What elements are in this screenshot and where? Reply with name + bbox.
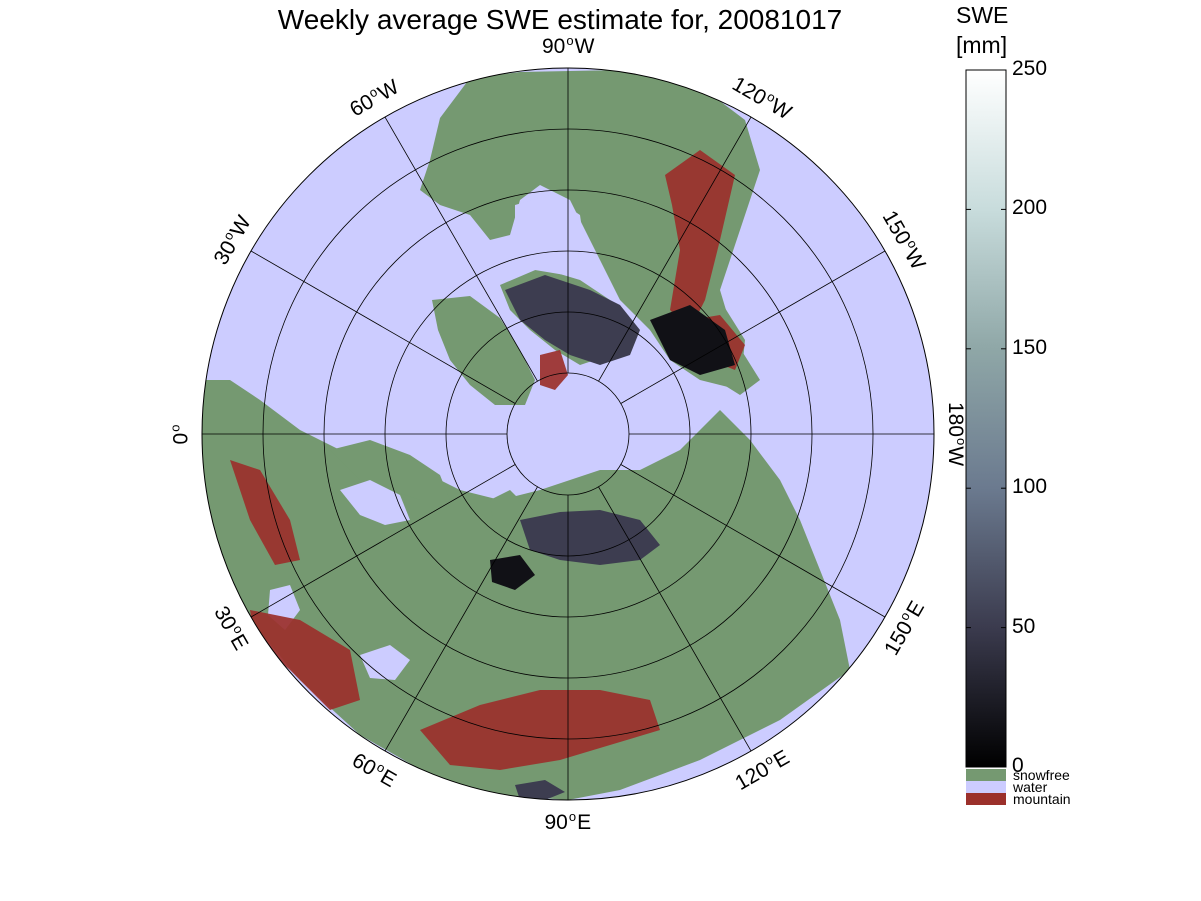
longitude-label: 0o: [166, 424, 192, 445]
land-scandinavia: [330, 440, 450, 500]
colorbar-tick-label: 100: [1012, 475, 1048, 499]
meridian-line: [620, 250, 886, 404]
longitude-label: 90oE: [544, 809, 592, 834]
water-baltic: [340, 480, 410, 525]
longitude-label: 180oW: [944, 401, 970, 467]
mountain-greenland-south: [540, 350, 568, 390]
mountain-himalaya: [420, 690, 660, 770]
snow-siberia: [520, 510, 660, 565]
snow-canadian-arctic: [505, 275, 640, 365]
meridian-line: [598, 116, 752, 382]
colorbar-category-label: mountain: [1013, 791, 1071, 807]
meridian-line: [598, 486, 752, 752]
meridian-line: [620, 464, 886, 618]
colorbar: [965, 69, 1007, 805]
mountain-caucasus: [250, 610, 360, 710]
colorbar-swatch-water: [966, 781, 1006, 793]
colorbar-category-label: water: [1013, 779, 1048, 795]
snow-tibet: [515, 780, 565, 800]
colorbar-tick-label: 0: [1012, 754, 1024, 777]
water-hudson-bay: [515, 195, 585, 275]
map-boundary: [201, 67, 935, 801]
meridian-line: [250, 250, 516, 404]
graticule: [202, 68, 934, 800]
colorbar-title-line1: SWE: [956, 2, 1009, 28]
meridian-line: [384, 486, 538, 752]
mountain-rockies: [665, 150, 735, 330]
colorbar-ticks: [966, 69, 1006, 768]
snow-alaska: [650, 305, 735, 375]
colorbar-swatch-snowfree: [966, 769, 1006, 781]
colorbar-tick-label: 250: [1012, 57, 1048, 80]
snow-taymyr: [490, 555, 535, 590]
land-greenland: [432, 296, 535, 405]
colorbar-tick-label: 150: [1012, 335, 1048, 359]
land-layer: [202, 70, 850, 800]
colorbar-tick-label: 200: [1012, 196, 1048, 220]
colorbar-tick-label: 50: [1012, 614, 1036, 638]
meridian-line: [384, 116, 538, 382]
water-black-sea: [360, 645, 410, 680]
colorbar-category-label: snowfree: [1013, 767, 1070, 783]
colorbar-categories: [966, 769, 1006, 805]
colorbar-title-line2: [mm]: [956, 32, 1008, 58]
colorbar-swatch-mountain: [966, 793, 1006, 805]
mountain-alps: [230, 460, 300, 565]
map-title: Weekly average SWE estimate for, 2008101…: [277, 4, 843, 35]
colorbar-scale: [965, 69, 1007, 768]
longitude-label: 90oW: [542, 33, 595, 58]
meridian-line: [250, 464, 516, 618]
